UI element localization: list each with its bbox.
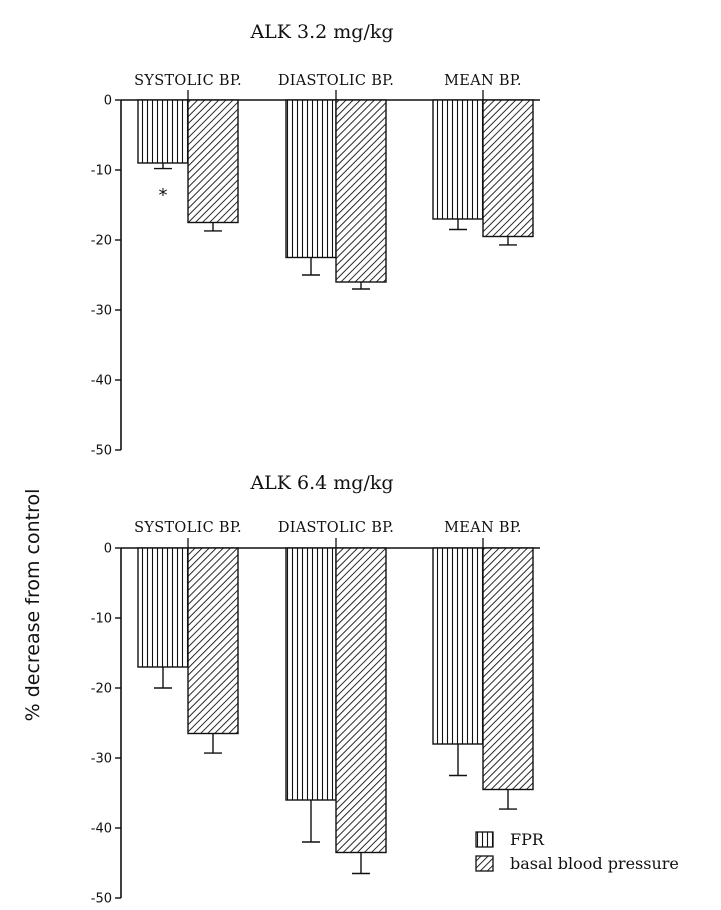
y-tick-label: -30 [91,304,112,319]
y-tick-label: -10 [91,612,112,627]
bar-fpr [285,99,337,259]
y-axis-label: % decrease from control [22,489,44,722]
bar-basal-bp [482,547,534,791]
y-tick-label: -30 [91,752,112,767]
chart-panel-2: ALK 6.4 mg/kg 0 -10 -20 -30 -40 -50 SYSTOLIC BP… [91,472,540,907]
legend-label: basal blood pressure [510,854,679,873]
y-tick-label: 0 [104,542,112,557]
bar-fpr [432,547,484,745]
bar-fpr [432,99,484,220]
legend-swatch-basal-bp [475,855,494,872]
bar-fpr [285,547,337,801]
y-tick-label: -40 [91,374,112,389]
y-tick-label: -50 [91,892,112,907]
chart-panel-1: ALK 3.2 mg/kg 0 -10 -20 -30 -40 -50 SYSTOLIC BP… [91,21,540,459]
category-label: SYSTOLIC BP. [134,73,242,89]
y-tick-label: -20 [91,234,112,249]
bar-basal-bp [482,99,534,238]
legend: FPR basal blood pressure [475,830,679,873]
category-label: MEAN BP. [444,520,522,536]
legend-swatch-fpr [475,831,494,848]
category-label: DIASTOLIC BP. [278,73,394,89]
y-tick-label: -40 [91,822,112,837]
chart-title: ALK 6.4 mg/kg [249,472,393,494]
y-tick-label: 0 [104,94,112,109]
y-tick-label: -20 [91,682,112,697]
category-label: DIASTOLIC BP. [278,520,394,536]
category-label: SYSTOLIC BP. [134,520,242,536]
bar-basal-bp [187,99,239,224]
bar-basal-bp [187,547,239,735]
y-tick-label: -50 [91,444,112,459]
bar-fpr [137,99,189,164]
bar-fpr [137,547,189,668]
chart-title: ALK 3.2 mg/kg [249,21,393,43]
significance-marker: * [159,185,168,206]
bar-basal-bp [335,99,387,283]
legend-label: FPR [510,830,545,849]
bar-basal-bp [335,547,387,854]
category-label: MEAN BP. [444,73,522,89]
y-tick-label: -10 [91,164,112,179]
